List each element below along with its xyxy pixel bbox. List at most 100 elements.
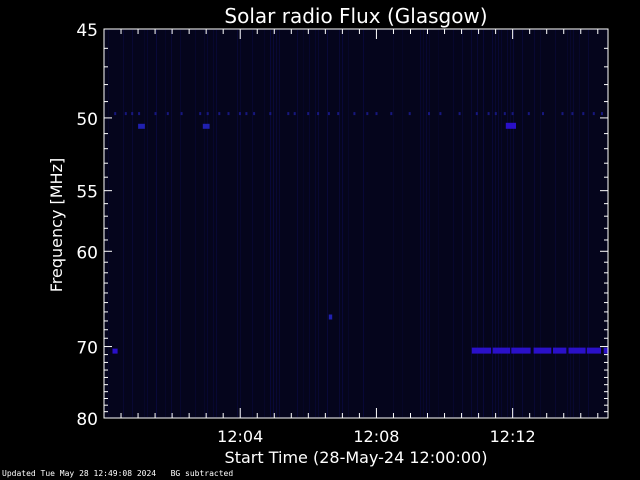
- noise-streak: [483, 30, 484, 417]
- noise-streak: [213, 30, 214, 417]
- noise-streak: [309, 30, 310, 417]
- plot-frame: [103, 28, 609, 419]
- signal-band-segment: [568, 347, 586, 354]
- noise-streak: [240, 30, 241, 417]
- noise-streak: [402, 30, 403, 417]
- signal-band-segment: [471, 347, 492, 354]
- y-tick-label: 45: [76, 21, 98, 41]
- plot-background: [104, 29, 608, 418]
- y-tick-label: 70: [76, 339, 98, 359]
- signal-dot: [138, 112, 141, 116]
- signal-dot: [366, 112, 369, 116]
- noise-streak: [501, 30, 502, 417]
- y-axis: 45 50 55 60 70 80: [76, 21, 608, 430]
- signal-dot: [287, 112, 290, 116]
- noise-streak: [216, 30, 217, 417]
- signal-dot: [269, 112, 272, 116]
- signal-band-segment: [511, 347, 531, 354]
- noise-streak: [204, 30, 205, 417]
- noise-streak: [315, 30, 316, 417]
- signal-dot: [166, 112, 169, 116]
- signal-dot: [408, 112, 411, 116]
- signal-dot: [475, 112, 478, 116]
- bg-subtracted-note: BG subtracted: [170, 469, 234, 478]
- x-tick-label: 12:04: [217, 427, 263, 446]
- y-tick-label: 55: [76, 183, 98, 203]
- signal-dot: [238, 112, 241, 116]
- signal-dot: [199, 112, 202, 116]
- noise-streak: [420, 30, 421, 417]
- noise-streak: [264, 30, 265, 417]
- signal-dot: [582, 112, 585, 116]
- noise-streak: [273, 30, 274, 417]
- noise-streak: [108, 30, 109, 417]
- noise-streak: [195, 30, 196, 417]
- noise-streak: [342, 30, 343, 417]
- signal-band-segment: [603, 347, 608, 354]
- signal-dot: [327, 112, 330, 116]
- signal-band-segment: [505, 122, 516, 129]
- noise-streak: [363, 30, 364, 417]
- noise-streak: [339, 30, 340, 417]
- signal-dot: [439, 112, 442, 116]
- noise-streak: [510, 30, 511, 417]
- noise-streak: [423, 30, 424, 417]
- signal-dot: [245, 112, 248, 116]
- y-tick-label: 80: [76, 410, 98, 430]
- noise-streak: [471, 30, 472, 417]
- noise-streak: [579, 30, 580, 417]
- noise-streak: [513, 30, 514, 417]
- signal-dot: [494, 112, 497, 116]
- noise-streak: [540, 30, 541, 417]
- noise-streak: [462, 30, 463, 417]
- noise-streak: [567, 30, 568, 417]
- footer: Updated Tue May 28 12:49:08 2024 BG subt…: [2, 469, 233, 479]
- signal-dot: [542, 112, 544, 116]
- noise-streak: [573, 30, 574, 417]
- y-tick-label: 60: [76, 243, 98, 263]
- signal-dot: [206, 112, 209, 116]
- noise-streak: [144, 30, 145, 417]
- signal-band-segment: [492, 347, 511, 354]
- noise-streak: [156, 30, 157, 417]
- signal-dot: [390, 112, 393, 116]
- noise-streak: [453, 30, 454, 417]
- noise-streak: [132, 30, 133, 417]
- noise-streak: [171, 30, 172, 417]
- noise-streak: [522, 30, 523, 417]
- noise-streak: [270, 30, 271, 417]
- signal-dot: [561, 112, 564, 116]
- noise-streak: [477, 30, 478, 417]
- signal-dot: [571, 112, 574, 116]
- signal-dot: [218, 112, 221, 116]
- updated-timestamp: Updated Tue May 28 12:49:08 2024: [2, 469, 157, 478]
- signal-dot: [227, 112, 230, 116]
- chart-title: Solar radio Flux (Glasgow): [224, 4, 487, 28]
- noise-streak: [348, 30, 349, 417]
- noise-streak: [147, 30, 148, 417]
- signal-dot: [124, 112, 127, 116]
- signal-band-segment: [586, 347, 601, 354]
- noise-streak: [180, 30, 181, 417]
- signal-dot: [154, 112, 157, 116]
- noise-streak: [498, 30, 499, 417]
- noise-streak: [426, 30, 427, 417]
- noise-streak: [237, 30, 238, 417]
- signal-burst: [138, 123, 145, 129]
- noise-streak: [570, 30, 571, 417]
- signal-dot: [487, 112, 490, 116]
- signal-dot: [601, 112, 603, 116]
- noise-streak: [123, 30, 124, 417]
- spectrogram-streaks: [108, 30, 589, 417]
- noise-streak: [507, 30, 508, 417]
- noise-streak: [303, 30, 304, 417]
- signal-band-segment: [533, 347, 552, 354]
- signal-dot: [307, 112, 310, 116]
- signal-dot: [337, 112, 340, 116]
- signal-dot: [317, 112, 320, 116]
- signal-dot: [511, 112, 514, 116]
- signal-burst: [112, 348, 118, 354]
- x-tick-label: 12:08: [353, 427, 399, 446]
- signal-burst: [202, 123, 210, 129]
